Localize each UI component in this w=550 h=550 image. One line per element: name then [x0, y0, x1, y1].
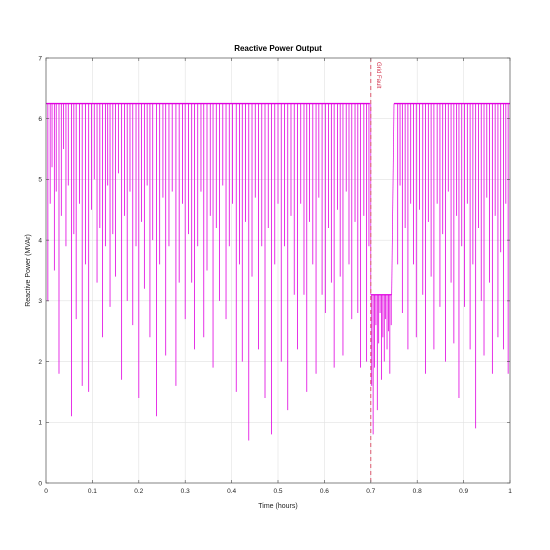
y-tick-label: 4 — [38, 237, 42, 244]
y-axis-label: Reactive Power (MVAr) — [25, 234, 32, 307]
chart-title: Reactive Power Output — [234, 44, 322, 53]
x-tick-label: 0.1 — [88, 488, 97, 495]
y-tick-label: 6 — [38, 116, 42, 123]
x-tick-label: 0.7 — [366, 488, 375, 495]
x-tick-label: 0.9 — [459, 488, 468, 495]
x-axis-label: Time (hours) — [258, 503, 297, 510]
x-tick-label: 0 — [44, 488, 48, 495]
y-tick-label: 7 — [38, 55, 42, 62]
ticks: 0 0.1 0.2 0.3 0.4 0.5 0.6 0.7 0.8 0.9 1 0 1 2 3 4 5 6 7 — [38, 55, 512, 495]
series-lines — [46, 58, 510, 483]
y-tick-label: 5 — [38, 177, 42, 184]
x-tick-label: 1 — [508, 488, 512, 495]
grid-fault-label: Grid Fault — [375, 62, 381, 89]
x-tick-label: 0.5 — [273, 488, 282, 495]
y-tick-label: 3 — [38, 298, 42, 305]
x-tick-label: 0.4 — [227, 488, 236, 495]
x-tick-label: 0.3 — [181, 488, 190, 495]
y-tick-label: 0 — [38, 480, 42, 487]
x-tick-label: 0.8 — [413, 488, 422, 495]
plot-frame — [45, 57, 511, 484]
y-tick-label: 2 — [38, 359, 42, 366]
y-tick-label: 1 — [38, 420, 42, 427]
x-tick-label: 0.2 — [134, 488, 143, 495]
series-step — [391, 103, 395, 295]
x-tick-label: 0.6 — [320, 488, 329, 495]
